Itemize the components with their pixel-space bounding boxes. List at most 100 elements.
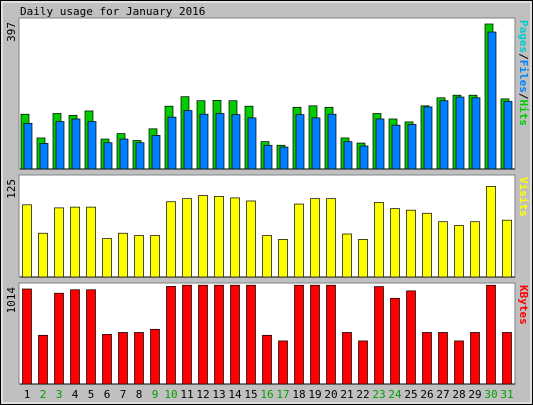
hits-panel-bar-files-day-22 [359, 145, 369, 170]
visits-panel-bar-visits-day-14 [230, 197, 240, 278]
kbytes-panel-bar-kbytes-day-20 [326, 284, 336, 385]
visits-panel: 125 Visits [5, 174, 530, 278]
hits-panel-legend: Pages/Files/Hits [517, 20, 530, 126]
kbytes-panel-legend-part: KBytes [517, 285, 530, 325]
kbytes-panel-bar-kbytes-day-9 [150, 328, 160, 385]
hits-panel-bar-files-day-28 [455, 96, 465, 170]
kbytes-panel-bar-kbytes-day-14 [230, 284, 240, 385]
kbytes-panel-bar-kbytes-day-12 [198, 284, 208, 385]
x-tick-label-day-3: 3 [56, 388, 63, 401]
hits-panel-bar-files-day-29 [471, 97, 481, 170]
kbytes-panel-bar-kbytes-day-24 [390, 297, 400, 385]
hits-panel-bar-files-day-13 [215, 113, 225, 170]
visits-panel-bar-visits-day-7 [118, 232, 128, 278]
x-tick-label-day-19: 19 [308, 388, 321, 401]
kbytes-panel-bar-kbytes-day-16 [262, 334, 272, 385]
hits-panel-legend-part: Pages [517, 20, 530, 53]
kbytes-panel-bar-kbytes-day-22 [358, 340, 368, 385]
panels-group: 397 Pages/Files/Hits 125 Visits 1014 KBytes [5, 17, 530, 385]
visits-panel-legend-part: Visits [517, 177, 530, 217]
hits-panel-bar-files-day-19 [311, 117, 321, 170]
visits-panel-bar-visits-day-16 [262, 235, 272, 278]
x-tick-label-day-24: 24 [388, 388, 402, 401]
x-tick-label-day-16: 16 [260, 388, 273, 401]
visits-panel-bar-visits-day-9 [150, 235, 160, 278]
x-axis-labels: 1 2 3 4 5 6 7 8 9 10 11 12 13 14 15 16 17 18 19 20 21 22 23 24 2… [24, 388, 514, 401]
x-tick-label-day-6: 6 [104, 388, 111, 401]
x-tick-label-day-1: 1 [24, 388, 31, 401]
x-tick-label-day-30: 30 [484, 388, 497, 401]
visits-panel-bar-visits-day-4 [70, 206, 80, 278]
x-tick-label-day-23: 23 [372, 388, 385, 401]
hits-panel-bar-files-day-6 [103, 142, 113, 170]
kbytes-panel-bar-kbytes-day-31 [502, 332, 512, 385]
x-tick-label-day-25: 25 [404, 388, 417, 401]
kbytes-panel-bar-kbytes-day-30 [486, 284, 496, 385]
x-tick-label-day-5: 5 [88, 388, 95, 401]
hits-panel-bar-files-day-23 [375, 118, 385, 170]
visits-panel-bar-visits-day-19 [310, 198, 320, 278]
hits-panel-bar-files-day-26 [423, 106, 433, 170]
visits-panel-bar-visits-day-27 [438, 221, 448, 278]
kbytes-panel: 1014 KBytes [5, 282, 530, 385]
kbytes-panel-bar-kbytes-day-23 [374, 286, 384, 385]
kbytes-panel-bar-kbytes-day-27 [438, 332, 448, 385]
visits-panel-ymax-label: 125 [5, 179, 18, 199]
kbytes-panel-bar-kbytes-day-6 [102, 334, 112, 385]
x-tick-label-day-11: 11 [180, 388, 193, 401]
x-tick-label-day-7: 7 [120, 388, 127, 401]
visits-panel-bar-visits-day-31 [502, 219, 512, 278]
visits-panel-bar-visits-day-13 [214, 196, 224, 278]
visits-panel-bar-visits-day-23 [374, 202, 384, 278]
hits-panel-ymax-label: 397 [5, 22, 18, 42]
x-tick-label-day-9: 9 [152, 388, 159, 401]
visits-panel-bar-visits-day-1 [22, 204, 32, 278]
hits-panel-bar-files-day-10 [167, 116, 177, 170]
kbytes-panel-bar-kbytes-day-21 [342, 332, 352, 385]
hits-panel-legend-part: / [517, 93, 530, 100]
hits-panel-bar-files-day-8 [135, 142, 145, 170]
kbytes-panel-bar-kbytes-day-28 [454, 340, 464, 385]
visits-panel-bar-visits-day-8 [134, 235, 144, 278]
kbytes-panel-bar-kbytes-day-10 [166, 286, 176, 385]
hits-panel-bar-files-day-25 [407, 124, 417, 170]
hits-panel: 397 Pages/Files/Hits [5, 17, 530, 170]
visits-panel-bar-visits-day-11 [182, 198, 192, 278]
visits-panel-bar-visits-day-17 [278, 239, 288, 278]
x-tick-label-day-28: 28 [452, 388, 465, 401]
hits-panel-bar-files-day-12 [199, 113, 209, 170]
hits-panel-legend-part: / [517, 53, 530, 60]
x-tick-label-day-12: 12 [196, 388, 209, 401]
kbytes-panel-bar-kbytes-day-19 [310, 284, 320, 385]
visits-panel-bar-visits-day-10 [166, 201, 176, 278]
hits-panel-bar-files-day-7 [119, 138, 129, 170]
visits-panel-bar-visits-day-28 [454, 225, 464, 278]
hits-panel-bar-files-day-20 [327, 113, 337, 170]
x-tick-label-day-14: 14 [228, 388, 242, 401]
hits-panel-bar-files-day-4 [71, 118, 81, 170]
kbytes-panel-bar-kbytes-day-3 [54, 292, 64, 385]
kbytes-panel-bar-kbytes-day-11 [182, 284, 192, 385]
kbytes-panel-bar-kbytes-day-15 [246, 284, 256, 385]
visits-panel-bar-visits-day-22 [358, 239, 368, 278]
kbytes-panel-bar-kbytes-day-26 [422, 332, 432, 385]
x-tick-label-day-18: 18 [292, 388, 305, 401]
visits-panel-bar-visits-day-5 [86, 206, 96, 278]
kbytes-panel-bar-kbytes-day-4 [70, 289, 80, 385]
kbytes-panel-ymax-label: 1014 [5, 287, 18, 314]
kbytes-panel-bar-kbytes-day-18 [294, 284, 304, 385]
x-tick-label-day-22: 22 [356, 388, 369, 401]
hits-panel-bar-files-day-14 [231, 114, 241, 170]
kbytes-panel-bar-kbytes-day-2 [38, 334, 48, 385]
hits-panel-bar-files-day-1 [23, 122, 33, 170]
hits-panel-bar-files-day-30 [487, 31, 497, 170]
x-tick-label-day-31: 31 [500, 388, 513, 401]
x-tick-label-day-8: 8 [136, 388, 143, 401]
visits-panel-bar-visits-day-6 [102, 238, 112, 278]
hits-panel-bar-files-day-21 [343, 141, 353, 170]
hits-panel-bar-files-day-16 [263, 144, 273, 170]
kbytes-panel-bar-kbytes-day-17 [278, 340, 288, 385]
chart-title: Daily usage for January 2016 [20, 5, 205, 18]
hits-panel-bar-files-day-31 [503, 101, 513, 170]
